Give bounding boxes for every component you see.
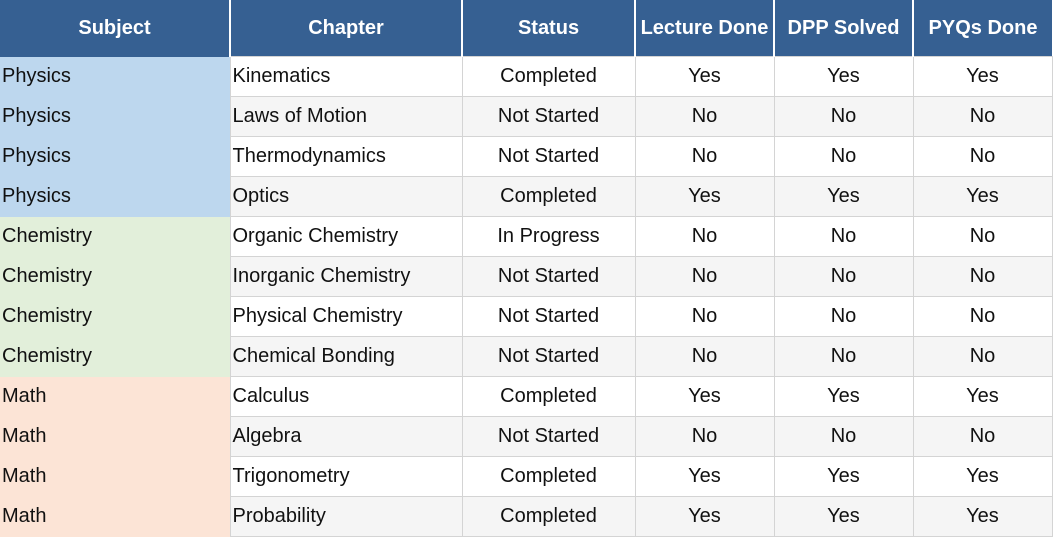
dpp-solved-cell[interactable]: No [773,256,914,297]
status-cell[interactable]: Not Started [461,416,636,457]
table-row: Physics Kinematics Completed Yes Yes Yes [0,56,1053,97]
lecture-done-cell[interactable]: No [634,336,775,377]
lecture-done-cell[interactable]: Yes [634,376,775,417]
lecture-done-cell[interactable]: No [634,296,775,337]
table-row: Math Trigonometry Completed Yes Yes Yes [0,456,1053,497]
header-subject[interactable]: Subject [0,0,231,57]
pyqs-done-cell[interactable]: No [912,336,1053,377]
chapter-cell[interactable]: Physical Chemistry [229,296,463,337]
status-cell[interactable]: Completed [461,496,636,537]
dpp-solved-cell[interactable]: Yes [773,176,914,217]
status-cell[interactable]: Not Started [461,296,636,337]
subject-cell[interactable]: Math [0,416,230,457]
table-row: Math Probability Completed Yes Yes Yes [0,496,1053,537]
pyqs-done-cell[interactable]: Yes [912,456,1053,497]
pyqs-done-cell[interactable]: No [912,256,1053,297]
lecture-done-cell[interactable]: Yes [634,456,775,497]
pyqs-done-cell[interactable]: No [912,296,1053,337]
status-cell[interactable]: In Progress [461,216,636,257]
lecture-done-cell[interactable]: No [634,416,775,457]
table-row: Physics Optics Completed Yes Yes Yes [0,176,1053,217]
lecture-done-cell[interactable]: No [634,256,775,297]
header-dpp-solved[interactable]: DPP Solved [774,0,914,57]
lecture-done-cell[interactable]: No [634,216,775,257]
pyqs-done-cell[interactable]: Yes [912,496,1053,537]
subject-cell[interactable]: Math [0,456,230,497]
subject-cell[interactable]: Chemistry [0,216,230,257]
dpp-solved-cell[interactable]: No [773,336,914,377]
dpp-solved-cell[interactable]: No [773,216,914,257]
header-chapter[interactable]: Chapter [230,0,463,57]
chapter-cell[interactable]: Inorganic Chemistry [229,256,463,297]
table-row: Math Algebra Not Started No No No [0,416,1053,457]
subject-cell[interactable]: Physics [0,96,230,137]
status-cell[interactable]: Completed [461,456,636,497]
status-cell[interactable]: Not Started [461,336,636,377]
chapter-cell[interactable]: Optics [229,176,463,217]
pyqs-done-cell[interactable]: Yes [912,376,1053,417]
subject-cell[interactable]: Chemistry [0,296,230,337]
header-pyqs-done[interactable]: PYQs Done [913,0,1052,57]
dpp-solved-cell[interactable]: Yes [773,376,914,417]
subject-cell[interactable]: Physics [0,56,230,97]
table-row: Chemistry Physical Chemistry Not Started No… [0,296,1053,337]
pyqs-done-cell[interactable]: Yes [912,176,1053,217]
status-cell[interactable]: Not Started [461,136,636,177]
pyqs-done-cell[interactable]: No [912,96,1053,137]
dpp-solved-cell[interactable]: Yes [773,56,914,97]
status-cell[interactable]: Completed [461,176,636,217]
chapter-cell[interactable]: Chemical Bonding [229,336,463,377]
status-cell[interactable]: Completed [461,56,636,97]
chapter-cell[interactable]: Laws of Motion [229,96,463,137]
dpp-solved-cell[interactable]: No [773,96,914,137]
table-row: Physics Thermodynamics Not Started No No No [0,136,1053,177]
pyqs-done-cell[interactable]: No [912,216,1053,257]
pyqs-done-cell[interactable]: No [912,416,1053,457]
table-row: Chemistry Inorganic Chemistry Not Started N… [0,256,1053,297]
subject-cell[interactable]: Physics [0,176,230,217]
lecture-done-cell[interactable]: Yes [634,496,775,537]
table-body: Physics Kinematics Completed Yes Yes Yes Physi… [0,56,1053,537]
chapter-cell[interactable]: Thermodynamics [229,136,463,177]
lecture-done-cell[interactable]: No [634,136,775,177]
lecture-done-cell[interactable]: Yes [634,56,775,97]
table-row: Chemistry Organic Chemistry In Progress No N… [0,216,1053,257]
table-row: Chemistry Chemical Bonding Not Started No No… [0,336,1053,377]
subject-cell[interactable]: Math [0,376,230,417]
pyqs-done-cell[interactable]: Yes [912,56,1053,97]
chapter-cell[interactable]: Trigonometry [229,456,463,497]
dpp-solved-cell[interactable]: No [773,296,914,337]
status-cell[interactable]: Completed [461,376,636,417]
dpp-solved-cell[interactable]: Yes [773,496,914,537]
chapter-cell[interactable]: Algebra [229,416,463,457]
header-row: Subject Chapter Status Lecture Done DPP … [0,0,1052,57]
subject-cell[interactable]: Physics [0,136,230,177]
pyqs-done-cell[interactable]: No [912,136,1053,177]
table-row: Math Calculus Completed Yes Yes Yes [0,376,1053,417]
subject-cell[interactable]: Chemistry [0,256,230,297]
lecture-done-cell[interactable]: No [634,96,775,137]
status-cell[interactable]: Not Started [461,96,636,137]
chapter-cell[interactable]: Kinematics [229,56,463,97]
dpp-solved-cell[interactable]: No [773,416,914,457]
subject-cell[interactable]: Math [0,496,230,537]
chapter-cell[interactable]: Calculus [229,376,463,417]
lecture-done-cell[interactable]: Yes [634,176,775,217]
header-lecture-done[interactable]: Lecture Done [635,0,775,57]
status-cell[interactable]: Not Started [461,256,636,297]
table-row: Physics Laws of Motion Not Started No No No [0,96,1053,137]
chapter-cell[interactable]: Organic Chemistry [229,216,463,257]
subject-cell[interactable]: Chemistry [0,336,230,377]
dpp-solved-cell[interactable]: Yes [773,456,914,497]
header-status[interactable]: Status [462,0,636,57]
dpp-solved-cell[interactable]: No [773,136,914,177]
chapter-cell[interactable]: Probability [229,496,463,537]
